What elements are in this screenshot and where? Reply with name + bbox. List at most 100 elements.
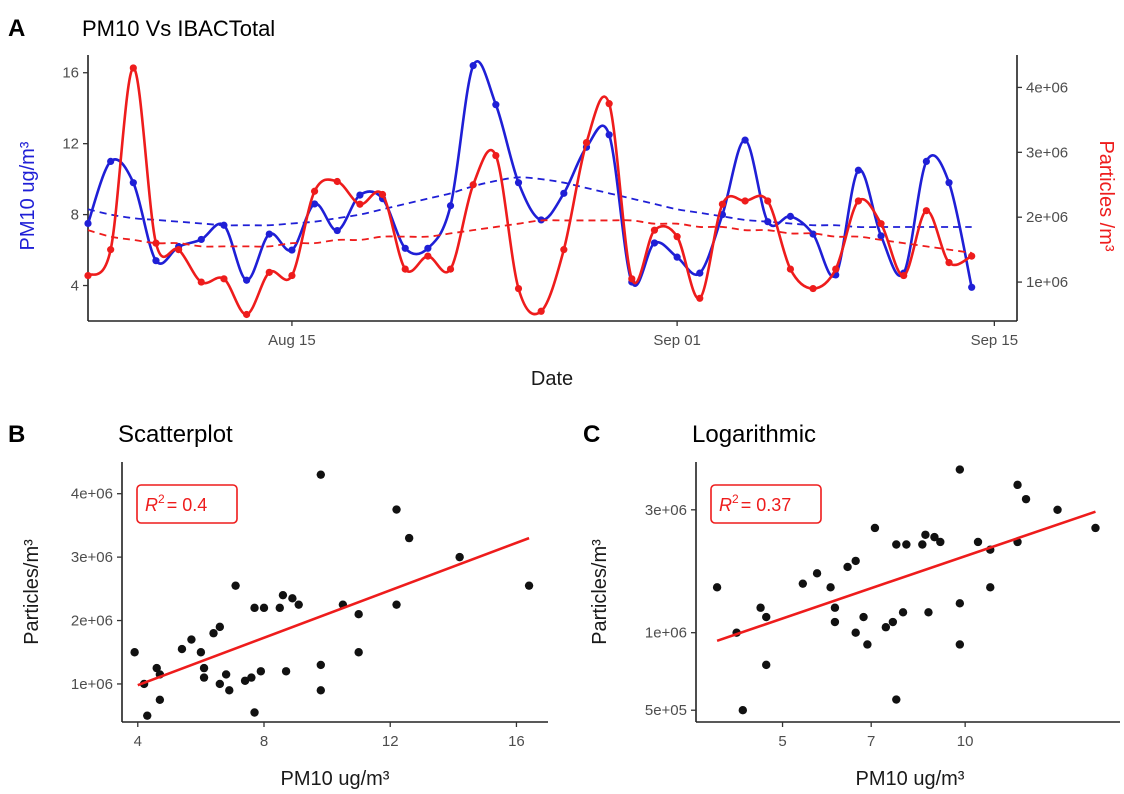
panel-a-particles-point — [129, 64, 137, 72]
panel-a-pm10-point — [968, 283, 976, 291]
panel-a-pm10-point — [514, 179, 523, 187]
panel-b-point — [155, 695, 165, 705]
panel-b-x-axis-label: PM10 ug/m³ — [281, 768, 390, 790]
panel-a-y-tick-label: 12 — [62, 136, 79, 153]
panel-c-point — [955, 599, 965, 608]
panel-c-point — [898, 608, 908, 617]
panel-a-pm10-point — [243, 276, 251, 284]
panel-a-particles-point — [265, 268, 273, 276]
panel-a-particles-point — [696, 294, 704, 302]
panel-b-x-tick-label: 12 — [382, 733, 399, 750]
panel-a-particles-point — [514, 284, 523, 293]
panel-c-point — [921, 530, 930, 539]
panel-b-fit-line — [137, 536, 530, 687]
panel-a-pm10-series-line — [86, 60, 973, 288]
panel-a-pm10-point — [220, 221, 228, 229]
panel-a-y-axis-label: PM10 ug/m³ — [17, 141, 39, 250]
panel-a-particles-point — [424, 252, 432, 260]
panel-a-particles-point — [356, 200, 364, 208]
panel-a-particles-point — [764, 197, 772, 205]
panel-a-pm10-point — [424, 244, 432, 252]
panel-a-particles-point — [832, 265, 840, 273]
panel-a-pm10-point — [650, 239, 659, 247]
panel-b-point — [187, 635, 196, 644]
panel-c-point — [830, 617, 840, 627]
panel-a-pm10-point — [764, 218, 772, 226]
panel-c-point — [826, 583, 835, 592]
panel-c-label: C — [583, 421, 600, 448]
panel-a-pm10-point — [469, 62, 477, 70]
panel-b-point — [196, 648, 206, 657]
panel-c-point — [924, 608, 933, 617]
panel-b-point — [130, 648, 139, 657]
panel-c-point — [851, 628, 860, 637]
panel-a-particles-point — [605, 100, 613, 108]
panel-c-title: Logarithmic — [692, 421, 816, 448]
panel-a-particles-point — [628, 275, 636, 283]
panel-b-point — [392, 600, 401, 609]
panel-c-y-axis-label: Particles/m³ — [589, 539, 611, 645]
panel-c-point — [756, 603, 765, 612]
panel-c-point — [955, 465, 965, 474]
panel-a-pm10-point — [673, 253, 681, 261]
panel-c-x-tick-label: 10 — [957, 733, 974, 750]
panel-a-particles-point — [175, 246, 183, 254]
panel-a-particles-point — [877, 220, 885, 228]
panel-c-point — [843, 562, 852, 572]
panel-c-point — [1091, 523, 1100, 533]
panel-c-fit-line — [716, 510, 1096, 643]
panel-a-pm10-point — [288, 246, 296, 254]
panel-b-label: B — [8, 421, 25, 448]
panel-b-point — [225, 686, 234, 695]
panel-b-point — [455, 552, 464, 562]
panel-c-point — [1021, 494, 1031, 504]
panel-a-pm10-point — [492, 101, 500, 109]
panel-c-plot: 5e+05 1e+06 3e+06 5 7 10 R2 = 0.37 — [645, 462, 1120, 750]
panel-a-pm10-point — [107, 157, 115, 165]
panel-b-point — [199, 673, 209, 682]
panel-c-point — [902, 540, 911, 549]
panel-b-point — [247, 673, 256, 682]
panel-a-particles-series-line — [87, 66, 973, 316]
panel-b-point — [392, 505, 401, 514]
panel-b-point — [354, 648, 363, 657]
panel-a-plot: 4 8 12 16 1e+06 2e+06 3e+06 4e+06 Aug 15 Sep 01 Se… — [62, 55, 1068, 349]
panel-a-particles-point — [537, 307, 545, 315]
panel-a-pm10-point — [310, 200, 319, 208]
panel-b-y-tick-label: 4e+06 — [71, 486, 113, 503]
panel-b-point — [143, 711, 152, 720]
panel-a-y2-tick-label: 3e+06 — [1026, 144, 1068, 161]
panel-a-pm10-point — [356, 191, 364, 199]
panel-a-particles-point — [152, 239, 160, 247]
panel-a-particles-point — [560, 246, 568, 254]
panel-a-pm10-point — [152, 257, 160, 265]
panel-a-particles-point — [922, 207, 930, 215]
panel-b-point — [281, 667, 291, 676]
panel-c-point — [973, 537, 983, 547]
panel-a-particles-point — [220, 275, 228, 283]
panel-c-point — [859, 612, 868, 622]
panel-b-y-tick-label: 2e+06 — [71, 613, 113, 630]
panel-a-pm10-point — [809, 230, 817, 238]
panel-c-x-tick-label: 5 — [778, 733, 786, 750]
panel-a-particles-point — [968, 252, 976, 260]
panel-a-y-tick-label: 4 — [71, 278, 79, 295]
panel-a-particles-point — [243, 310, 251, 319]
panel-c-point — [712, 583, 722, 592]
panel-a-y2-tick-label: 2e+06 — [1026, 209, 1068, 226]
panel-a-particles-point — [854, 197, 862, 205]
panel-a-y2-axis-label: Particles /m³ — [1095, 140, 1117, 251]
panel-a-pm10-point — [854, 166, 862, 174]
panel-a-pm10-trend-line — [87, 176, 972, 229]
panel-c-point — [762, 612, 771, 622]
panel-c-y-tick-label: 5e+05 — [645, 702, 687, 719]
panel-b-x-tick-label: 4 — [134, 733, 142, 750]
panel-a-pm10-point — [446, 202, 455, 210]
panel-a-particles-point — [741, 197, 749, 205]
panel-a-pm10-point — [922, 157, 930, 165]
panel-b-title: Scatterplot — [118, 421, 233, 448]
panel-a-particles-point — [378, 190, 387, 199]
panel-c-point — [986, 583, 995, 592]
panel-c-x-axis-label: PM10 ug/m³ — [856, 768, 965, 790]
